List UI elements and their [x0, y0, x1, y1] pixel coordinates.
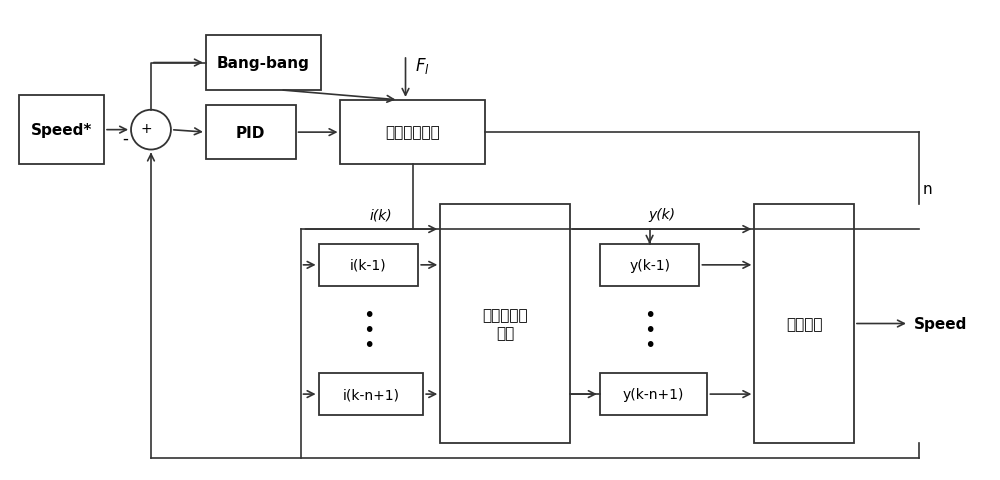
- Bar: [206, 106, 296, 160]
- Bar: [206, 36, 320, 91]
- Text: Speed: Speed: [914, 316, 967, 331]
- Text: i(k): i(k): [369, 208, 392, 222]
- Text: 测速算法: 测速算法: [786, 316, 822, 331]
- Text: y(k): y(k): [649, 208, 676, 222]
- Text: +: +: [140, 121, 152, 135]
- Bar: [319, 373, 423, 415]
- Bar: [340, 101, 485, 165]
- Text: Speed*: Speed*: [31, 123, 92, 138]
- Text: PID: PID: [236, 125, 265, 140]
- Text: •: •: [644, 305, 655, 324]
- Text: Bang-bang: Bang-bang: [217, 56, 310, 71]
- Text: n: n: [923, 182, 932, 197]
- Text: 有刺直流电机: 有刺直流电机: [385, 125, 440, 140]
- Text: $F_l$: $F_l$: [415, 56, 430, 76]
- Text: i(k-1): i(k-1): [350, 258, 387, 272]
- Bar: [319, 244, 418, 286]
- Text: •: •: [363, 320, 374, 339]
- Text: i(k-n+1): i(k-n+1): [342, 387, 399, 401]
- Circle shape: [131, 110, 171, 150]
- Bar: [754, 205, 854, 443]
- Text: •: •: [363, 305, 374, 324]
- Bar: [440, 205, 570, 443]
- Text: 最小二乘分
类器: 最小二乘分 类器: [482, 308, 528, 340]
- Text: •: •: [644, 320, 655, 339]
- Bar: [19, 96, 104, 165]
- Text: •: •: [644, 335, 655, 354]
- Bar: [600, 244, 699, 286]
- Text: •: •: [363, 335, 374, 354]
- Bar: [600, 373, 707, 415]
- Text: y(k-n+1): y(k-n+1): [623, 387, 684, 401]
- Text: -: -: [122, 129, 128, 147]
- Text: y(k-1): y(k-1): [629, 258, 670, 272]
